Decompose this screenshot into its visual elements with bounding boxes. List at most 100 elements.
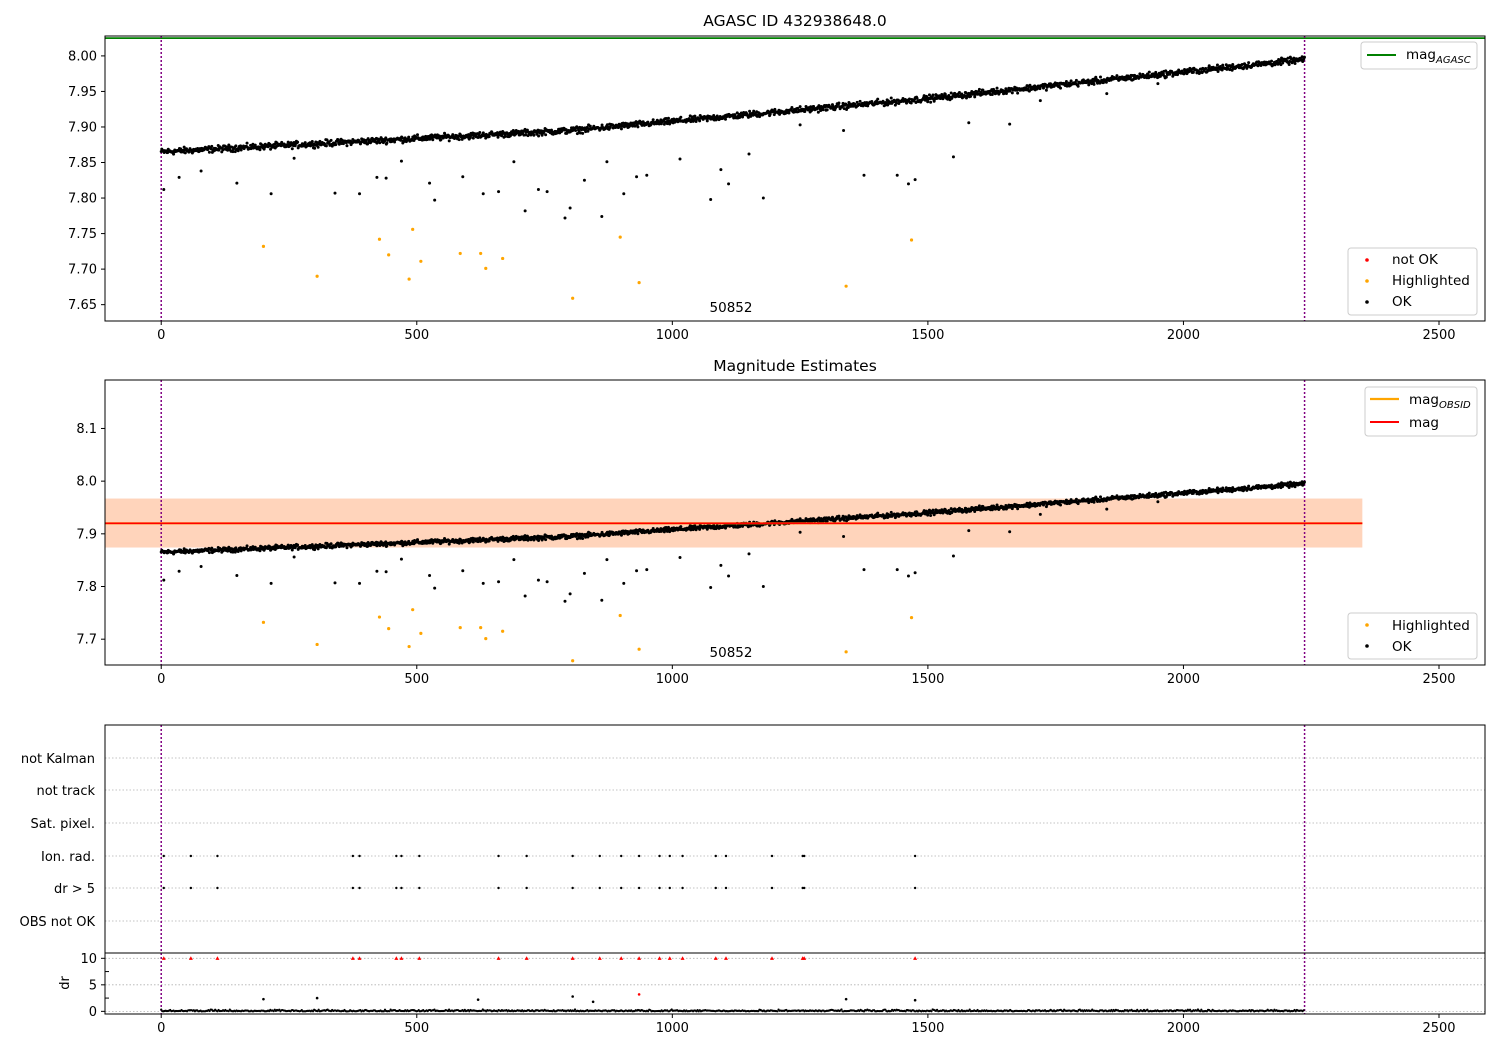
ok-point <box>1049 82 1053 86</box>
ok-outlier-point <box>375 569 379 573</box>
legend-not-ok-marker <box>1365 258 1369 262</box>
ok-outlier-point <box>719 563 723 567</box>
highlighted-point <box>844 650 848 654</box>
ok-point <box>258 148 262 152</box>
ok-point <box>498 130 502 134</box>
agasc-point-legend: not OK Highlighted OK <box>1347 247 1478 316</box>
ok-point <box>870 100 874 104</box>
x-tick-label: 500 <box>404 328 429 343</box>
highlighted-point <box>909 238 914 242</box>
ok-point <box>1016 91 1020 95</box>
ok-point <box>1158 74 1162 78</box>
ok-outlier-point <box>481 581 485 585</box>
ok-point <box>842 107 846 111</box>
ok-outlier-point <box>645 568 649 572</box>
ok-outlier-point <box>461 175 465 179</box>
ok-point <box>876 511 880 515</box>
ok-outlier-point <box>862 568 866 572</box>
ok-point <box>310 140 314 144</box>
ok-point <box>855 100 859 104</box>
flag-row-label: not track <box>36 784 95 799</box>
ok-point <box>251 142 255 146</box>
ok-point <box>523 127 527 131</box>
ok-point <box>447 139 451 143</box>
ok-point <box>909 101 913 105</box>
flag-marker <box>418 854 421 858</box>
ok-point <box>532 133 536 137</box>
legend-highlighted-label: Highlighted <box>1392 273 1470 289</box>
ok-outlier-point <box>1105 507 1109 511</box>
ok-outlier-point <box>622 581 626 585</box>
ok-point <box>1300 55 1304 59</box>
highlighted-points-series <box>261 227 914 300</box>
ok-point <box>1207 64 1211 68</box>
ok-point <box>1161 72 1165 76</box>
ok-outlier-point <box>162 578 166 582</box>
ok-point <box>605 123 609 127</box>
ok-point <box>787 111 791 115</box>
ok-point <box>1098 75 1102 79</box>
ok-outlier-point <box>568 206 572 210</box>
ok-point <box>1092 500 1096 504</box>
ok-outlier-point <box>709 197 713 201</box>
ok-point <box>296 140 300 144</box>
flag-marker <box>668 886 671 890</box>
y-tick-label: 7.9 <box>76 527 97 542</box>
ok-point <box>329 138 333 142</box>
ok-point <box>905 101 909 105</box>
ok-point <box>221 549 225 553</box>
ok-point <box>963 94 967 98</box>
ok-point <box>234 144 238 148</box>
ok-point <box>345 144 349 148</box>
ok-outlier-point <box>582 571 586 575</box>
ok-point <box>812 105 816 109</box>
ok-point <box>544 133 548 137</box>
flag-marker <box>770 886 774 890</box>
ok-point <box>990 93 994 97</box>
ok-outlier-point <box>913 571 917 575</box>
ok-outlier-point <box>645 173 649 177</box>
dr-point <box>840 1008 843 1011</box>
ok-point <box>1147 70 1151 74</box>
flag-marker <box>497 854 500 858</box>
ok-outlier-point <box>727 182 731 186</box>
ok-outlier-point <box>536 188 540 192</box>
highlighted-point <box>377 615 382 619</box>
highlighted-point <box>411 227 415 231</box>
ok-point <box>927 93 931 97</box>
ok-point <box>651 118 655 122</box>
ok-point <box>1204 66 1208 70</box>
ok-point <box>544 538 548 542</box>
ok-point <box>290 147 294 151</box>
ok-outlier-point <box>199 169 203 173</box>
ok-point <box>1038 87 1042 91</box>
ok-outlier-point <box>384 176 388 180</box>
ok-point <box>385 141 389 145</box>
estimates-obsid-annotation: 50852 <box>710 645 753 661</box>
y-tick-label: 8.1 <box>76 422 97 437</box>
highlighted-point <box>261 244 266 248</box>
ok-outlier-point <box>523 209 527 213</box>
ok-point <box>748 109 752 113</box>
ok-point <box>334 143 338 147</box>
ok-point <box>224 145 228 149</box>
ok-point <box>825 108 829 112</box>
highlighted-point <box>261 620 266 624</box>
ok-outlier-point <box>461 569 465 573</box>
ok-point <box>837 101 841 105</box>
ok-point <box>384 136 388 140</box>
ok-outlier-point <box>563 216 567 220</box>
ok-outlier-point <box>906 574 910 578</box>
ok-point <box>876 97 880 101</box>
ok-point <box>532 538 536 542</box>
ok-point <box>1104 80 1108 84</box>
highlighted-point <box>501 629 505 633</box>
ok-point <box>949 91 953 95</box>
flag-marker <box>637 886 641 890</box>
agasc-panel-title: AGASC ID 432938648.0 <box>703 12 887 30</box>
ok-outlier-point <box>678 556 682 560</box>
ok-point <box>345 546 349 550</box>
ok-point <box>636 532 640 536</box>
ok-outlier-point <box>523 594 527 598</box>
